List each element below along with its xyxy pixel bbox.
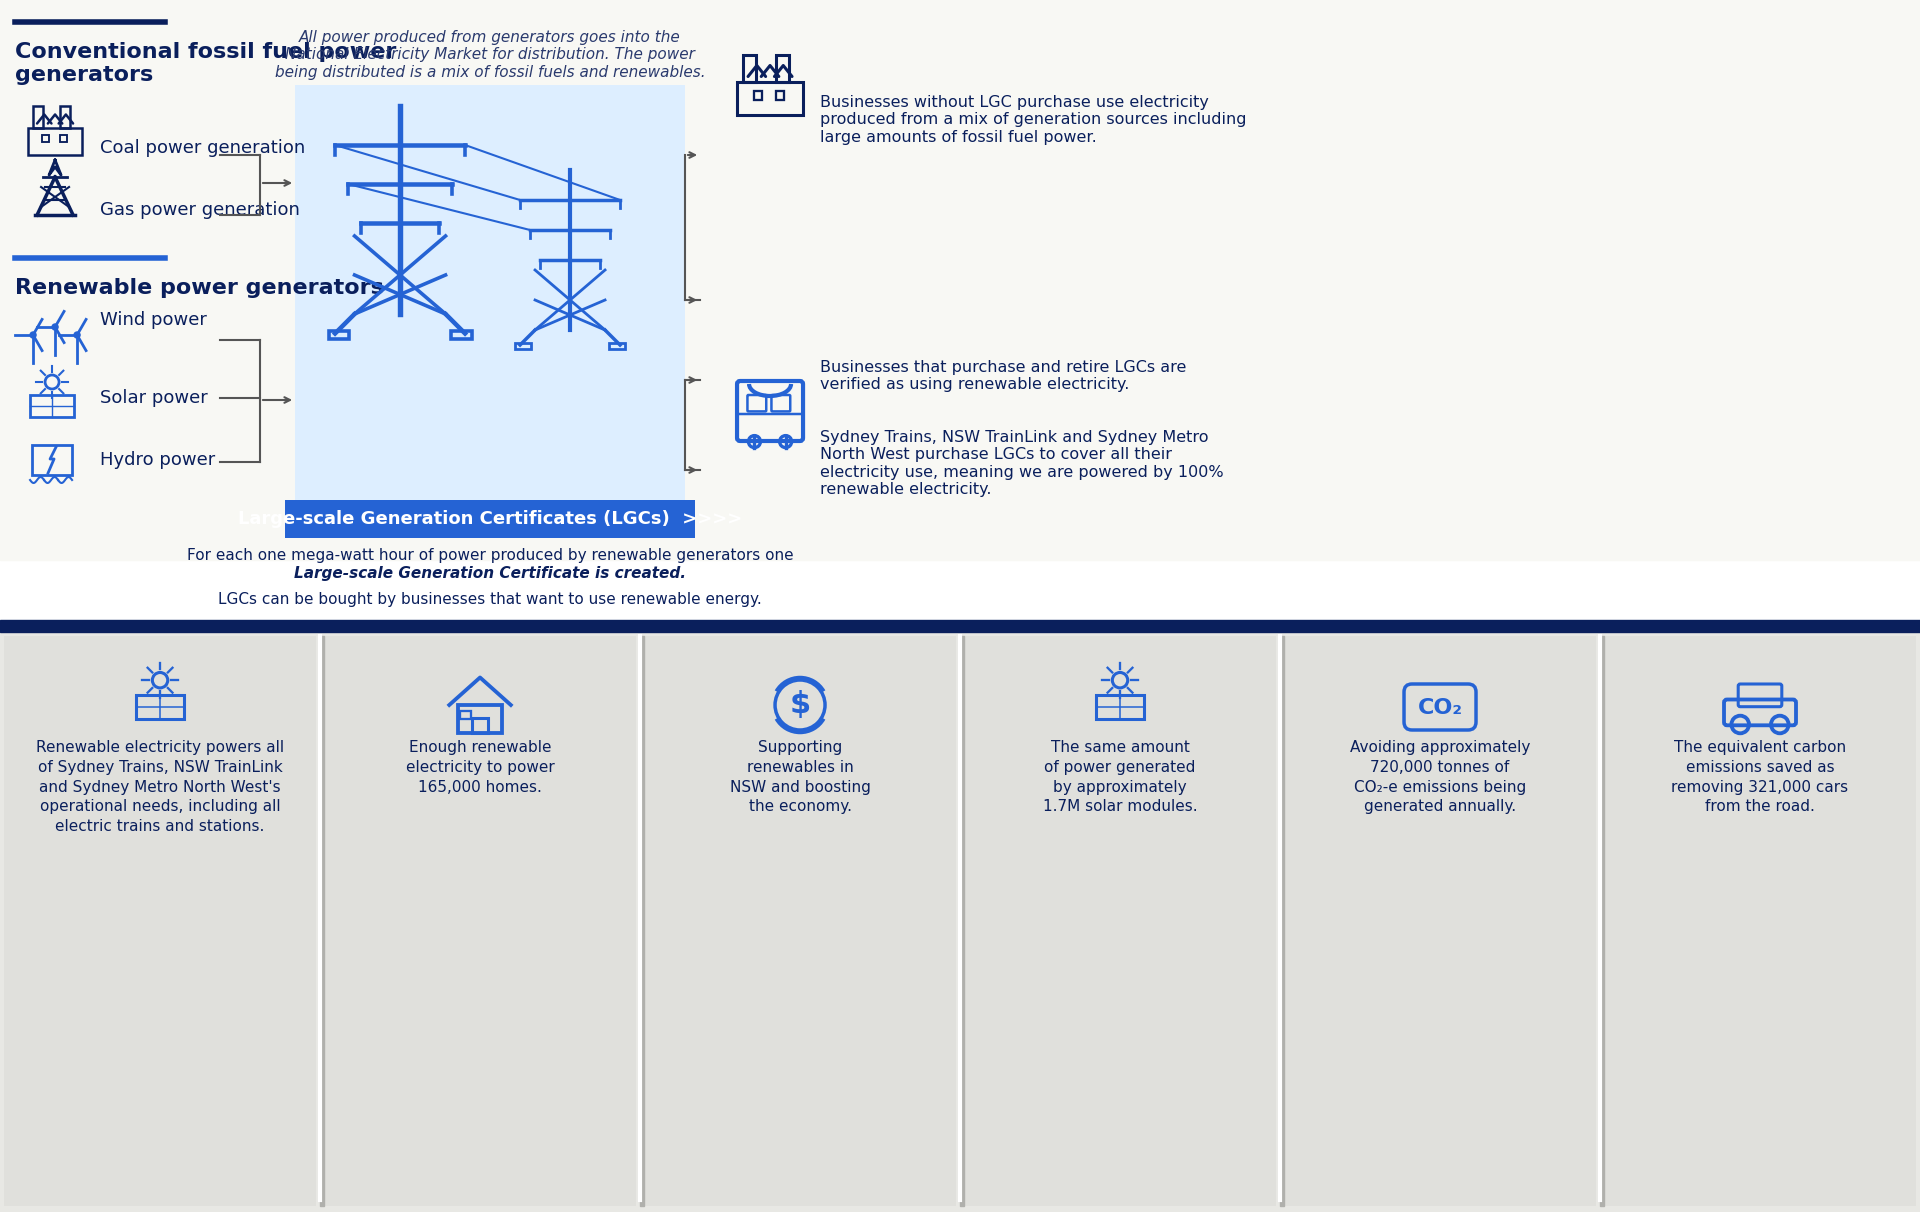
- Bar: [60, 136, 67, 142]
- Text: Coal power generation: Coal power generation: [100, 139, 305, 158]
- Bar: [960, 636, 964, 1206]
- Bar: [60, 105, 71, 128]
- Bar: [328, 331, 349, 338]
- Bar: [459, 705, 501, 732]
- Text: Wind power: Wind power: [100, 311, 207, 328]
- Bar: [639, 636, 643, 1206]
- Text: Solar power: Solar power: [100, 389, 207, 407]
- Text: Businesses without LGC purchase use electricity
produced from a mix of generatio: Businesses without LGC purchase use elec…: [820, 95, 1246, 144]
- Text: Renewable electricity powers all
of Sydney Trains, NSW TrainLink
and Sydney Metr: Renewable electricity powers all of Sydn…: [36, 741, 284, 834]
- FancyBboxPatch shape: [296, 85, 685, 515]
- Circle shape: [52, 324, 58, 330]
- Bar: [0, 631, 1920, 1212]
- Circle shape: [75, 332, 81, 338]
- Bar: [0, 0, 1920, 560]
- Bar: [29, 128, 83, 155]
- Bar: [1599, 636, 1603, 1206]
- Text: Hydro power: Hydro power: [100, 451, 215, 469]
- Text: The same amount
of power generated
by approximately
1.7M solar modules.: The same amount of power generated by ap…: [1043, 741, 1198, 814]
- Bar: [31, 395, 75, 417]
- Bar: [515, 343, 532, 349]
- Text: The equivalent carbon
emissions saved as
removing 321,000 cars
from the road.: The equivalent carbon emissions saved as…: [1672, 741, 1849, 814]
- Bar: [451, 331, 472, 338]
- Bar: [743, 55, 756, 82]
- Circle shape: [31, 332, 36, 338]
- Bar: [1281, 636, 1284, 1206]
- Bar: [964, 636, 1277, 1206]
- Bar: [776, 91, 785, 99]
- Text: LGCs can be bought by businesses that want to use renewable energy.: LGCs can be bought by businesses that wa…: [219, 591, 762, 607]
- FancyBboxPatch shape: [284, 501, 695, 538]
- Bar: [776, 55, 789, 82]
- Bar: [609, 343, 626, 349]
- Text: Gas power generation: Gas power generation: [100, 201, 300, 219]
- Bar: [0, 621, 1920, 631]
- Bar: [472, 719, 488, 732]
- Bar: [737, 82, 803, 115]
- Text: All power produced from generators goes into the
National Electricity Market for: All power produced from generators goes …: [275, 30, 705, 80]
- Text: Renewable power generators: Renewable power generators: [15, 278, 384, 298]
- Bar: [33, 445, 73, 475]
- Bar: [753, 91, 762, 99]
- Text: Enough renewable
electricity to power
165,000 homes.: Enough renewable electricity to power 16…: [405, 741, 555, 795]
- Bar: [33, 105, 44, 128]
- Bar: [1603, 636, 1916, 1206]
- Text: Businesses that purchase and retire LGCs are
verified as using renewable electri: Businesses that purchase and retire LGCs…: [820, 360, 1187, 393]
- Bar: [1096, 694, 1144, 719]
- Bar: [4, 636, 317, 1206]
- Bar: [136, 694, 184, 719]
- Bar: [0, 0, 1920, 560]
- Bar: [321, 636, 324, 1206]
- Text: $: $: [789, 691, 810, 720]
- Text: For each one mega-watt hour of power produced by renewable generators one: For each one mega-watt hour of power pro…: [186, 548, 793, 564]
- Bar: [461, 710, 470, 719]
- Text: Supporting
renewables in
NSW and boosting
the economy.: Supporting renewables in NSW and boostin…: [730, 741, 870, 814]
- Bar: [324, 636, 636, 1206]
- Text: Sydney Trains, NSW TrainLink and Sydney Metro
North West purchase LGCs to cover : Sydney Trains, NSW TrainLink and Sydney …: [820, 430, 1223, 497]
- Text: Avoiding approximately
720,000 tonnes of
CO₂-e emissions being
generated annuall: Avoiding approximately 720,000 tonnes of…: [1350, 741, 1530, 814]
- Text: Large-scale Generation Certificates (LGCs)  >>>>: Large-scale Generation Certificates (LGC…: [238, 510, 743, 528]
- Bar: [643, 636, 956, 1206]
- Bar: [1284, 636, 1596, 1206]
- Bar: [42, 136, 48, 142]
- Text: CO₂: CO₂: [1417, 698, 1463, 718]
- Text: Conventional fossil fuel power
generators: Conventional fossil fuel power generator…: [15, 42, 396, 85]
- Text: Large-scale Generation Certificate is created.: Large-scale Generation Certificate is cr…: [294, 566, 685, 581]
